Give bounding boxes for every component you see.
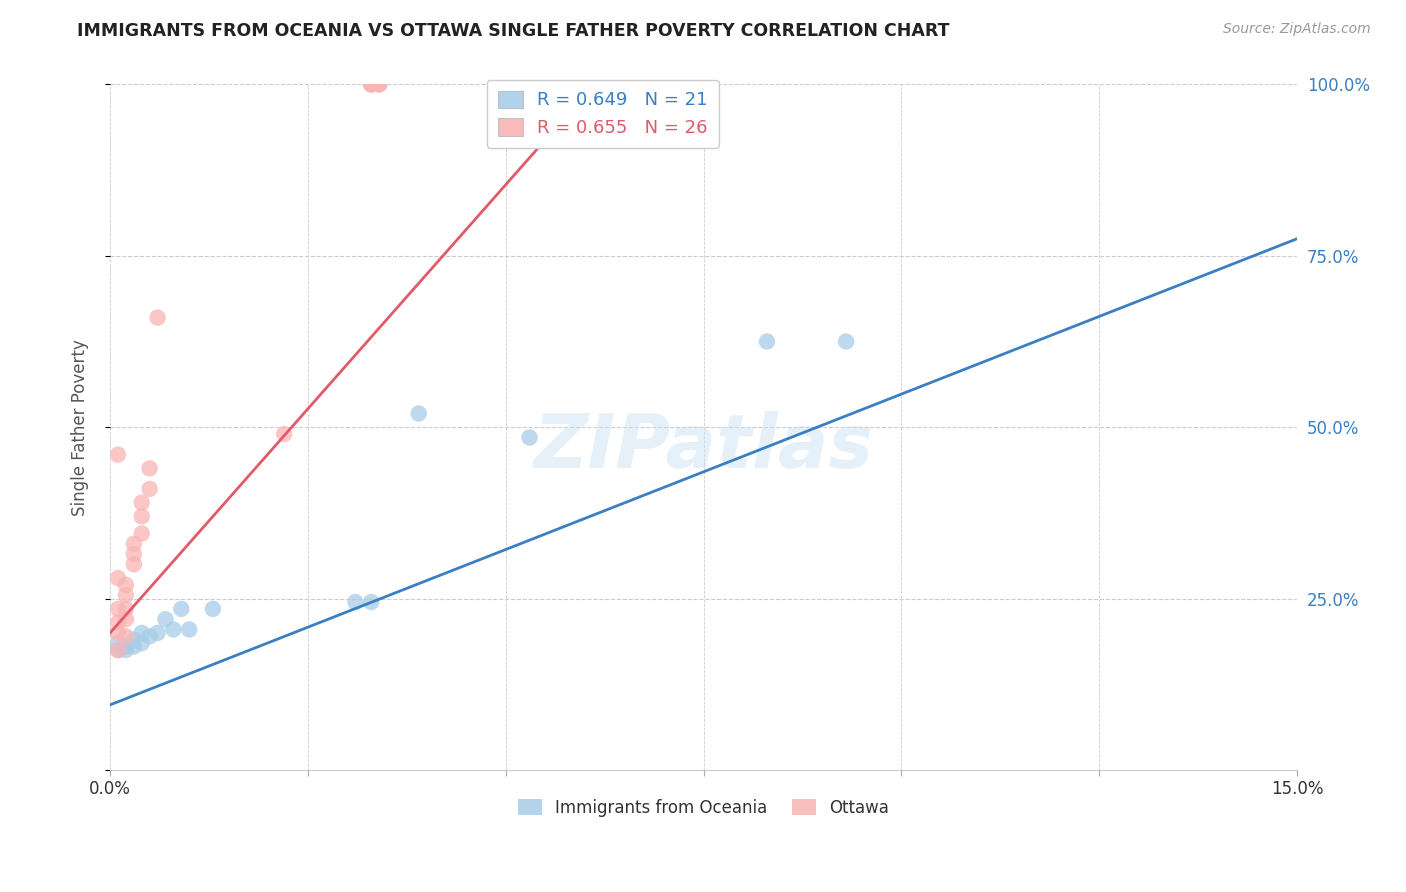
Point [131,526,153,541]
Point [201,602,224,616]
Point [360,78,382,92]
Point [360,78,382,92]
Point [360,595,382,609]
Text: Source: ZipAtlas.com: Source: ZipAtlas.com [1223,22,1371,37]
Point [273,427,295,442]
Point [115,578,138,592]
Point [519,430,541,444]
Point [155,612,177,626]
Point [138,461,160,475]
Point [179,623,201,637]
Point [138,482,160,496]
Point [115,612,138,626]
Point [107,602,129,616]
Point [107,643,129,657]
Point [107,571,129,585]
Point [368,78,391,92]
Point [122,640,145,654]
Point [146,310,169,325]
Point [115,640,138,654]
Point [107,615,129,630]
Point [107,626,129,640]
Point [107,636,129,650]
Point [122,537,145,551]
Legend: Immigrants from Oceania, Ottawa: Immigrants from Oceania, Ottawa [512,792,896,823]
Point [122,632,145,647]
Point [755,334,778,349]
Point [344,595,367,609]
Point [146,626,169,640]
Point [115,602,138,616]
Point [835,334,858,349]
Point [107,643,129,657]
Text: ZIPatlas: ZIPatlas [534,411,873,484]
Point [131,509,153,524]
Point [115,588,138,602]
Point [131,626,153,640]
Point [162,623,184,637]
Text: IMMIGRANTS FROM OCEANIA VS OTTAWA SINGLE FATHER POVERTY CORRELATION CHART: IMMIGRANTS FROM OCEANIA VS OTTAWA SINGLE… [77,22,950,40]
Point [131,495,153,509]
Point [131,636,153,650]
Point [122,558,145,572]
Point [122,547,145,561]
Point [115,643,138,657]
Point [360,78,382,92]
Point [408,407,430,421]
Point [107,448,129,462]
Point [368,78,391,92]
Point [138,629,160,643]
Y-axis label: Single Father Poverty: Single Father Poverty [72,339,89,516]
Point [115,629,138,643]
Point [170,602,193,616]
